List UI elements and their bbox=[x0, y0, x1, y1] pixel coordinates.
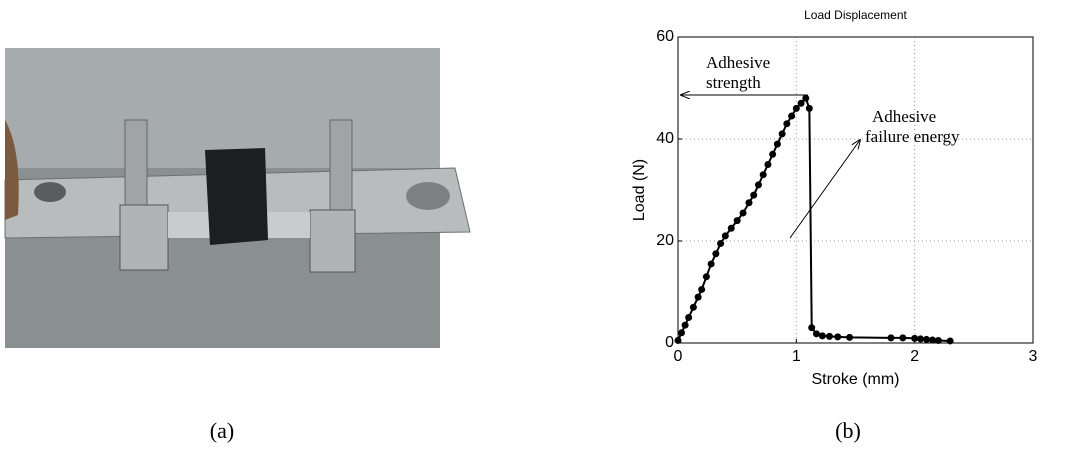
data-point bbox=[788, 112, 796, 120]
annotation-arrow bbox=[789, 140, 860, 239]
data-point bbox=[792, 104, 800, 112]
caption: (a) bbox=[210, 418, 234, 443]
data-point bbox=[846, 333, 854, 341]
x-axis-label: Stroke (mm) bbox=[812, 371, 900, 388]
plot-frame bbox=[677, 36, 1034, 344]
data-point bbox=[764, 161, 772, 168]
data-point bbox=[928, 336, 936, 344]
data-point bbox=[834, 333, 842, 341]
data-point bbox=[702, 273, 710, 281]
data-point bbox=[917, 335, 925, 343]
data-point bbox=[802, 94, 810, 102]
y-tick-label: 60 bbox=[656, 28, 674, 45]
photo bbox=[4, 48, 471, 348]
data-point bbox=[745, 199, 753, 207]
data-point bbox=[733, 217, 741, 225]
data-point bbox=[754, 181, 762, 189]
data-point bbox=[825, 332, 833, 340]
annotation: strength bbox=[706, 73, 761, 92]
y-tick-label: 40 bbox=[656, 130, 674, 147]
data-point bbox=[887, 334, 895, 342]
data-point bbox=[712, 250, 720, 258]
x-tick-label: 1 bbox=[792, 348, 801, 365]
data-point bbox=[899, 334, 907, 342]
y-tick-label: 20 bbox=[656, 232, 674, 249]
data-point bbox=[769, 150, 777, 158]
chart-title: Load Displacement bbox=[804, 8, 907, 22]
data-point bbox=[698, 285, 706, 293]
data-point bbox=[773, 140, 781, 148]
x-tick-label: 3 bbox=[1029, 348, 1038, 365]
data-point bbox=[797, 99, 805, 107]
data-point bbox=[805, 104, 813, 112]
data-point bbox=[689, 303, 697, 311]
data-point bbox=[681, 321, 689, 329]
data-point bbox=[685, 314, 693, 321]
caption: (b) bbox=[835, 418, 861, 443]
chart: 0 1 2 3 0 20 40 60 Load Displacement Stroke (mm) L… bbox=[631, 8, 1037, 388]
data-point bbox=[759, 171, 767, 179]
x-tick-label: 2 bbox=[910, 348, 919, 365]
data-point bbox=[717, 240, 725, 248]
data-point bbox=[727, 224, 735, 232]
data-point bbox=[911, 334, 919, 342]
data-point bbox=[750, 191, 758, 199]
data-point bbox=[812, 330, 820, 338]
x-tick-label: 0 bbox=[674, 348, 683, 365]
plot-area bbox=[678, 37, 1033, 343]
y-axis-label: Load (N) bbox=[631, 159, 648, 221]
data-point bbox=[739, 209, 747, 217]
data-point bbox=[778, 130, 786, 138]
data-point bbox=[707, 260, 715, 268]
data-point bbox=[946, 337, 954, 345]
data-point bbox=[721, 232, 729, 240]
data-point bbox=[678, 329, 686, 337]
data-point bbox=[674, 336, 682, 344]
annotation: failure energy bbox=[865, 127, 960, 146]
data-point bbox=[923, 335, 930, 343]
data-point bbox=[818, 332, 826, 340]
annotation: Adhesive bbox=[872, 107, 936, 126]
annotation: Adhesive bbox=[706, 53, 770, 72]
data-point bbox=[934, 336, 942, 344]
y-tick-label: 0 bbox=[665, 334, 674, 351]
data-point bbox=[783, 120, 791, 128]
data-point bbox=[694, 293, 702, 301]
data-point bbox=[808, 324, 816, 332]
